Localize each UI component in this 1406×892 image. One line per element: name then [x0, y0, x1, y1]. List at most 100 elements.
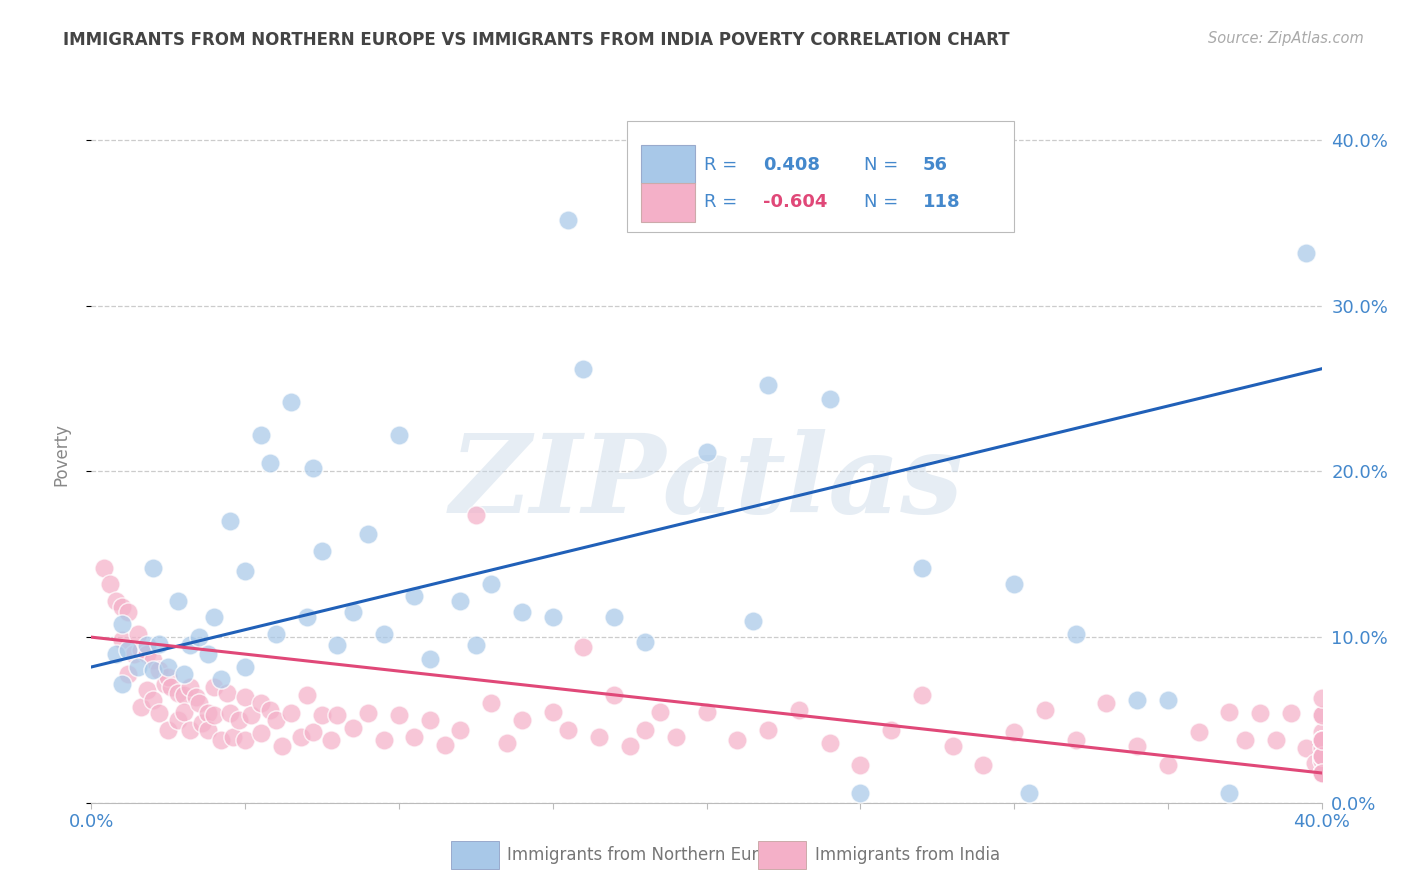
Point: [173, 705, 195, 719]
Point: [404, 589, 426, 603]
Point: [818, 736, 841, 750]
Point: [510, 605, 533, 619]
Point: [218, 514, 240, 528]
FancyBboxPatch shape: [627, 121, 1014, 232]
Point: [111, 633, 134, 648]
Point: [849, 757, 872, 772]
Point: [588, 730, 610, 744]
Point: [1310, 766, 1333, 780]
Point: [1310, 766, 1333, 780]
Point: [404, 730, 426, 744]
Point: [157, 723, 180, 737]
Point: [127, 660, 149, 674]
Point: [135, 683, 157, 698]
Point: [259, 703, 281, 717]
Point: [373, 732, 395, 747]
Point: [1218, 786, 1240, 800]
Point: [259, 456, 281, 470]
Point: [557, 723, 579, 737]
Point: [557, 212, 579, 227]
Point: [142, 663, 165, 677]
Point: [209, 732, 232, 747]
Text: R =: R =: [704, 156, 742, 174]
Point: [541, 705, 564, 719]
Point: [301, 724, 323, 739]
Point: [117, 643, 139, 657]
Point: [911, 688, 934, 702]
Point: [228, 713, 250, 727]
Point: [1249, 706, 1271, 721]
Point: [188, 697, 211, 711]
Point: [280, 706, 302, 721]
Point: [1310, 749, 1333, 764]
Point: [1002, 577, 1025, 591]
Point: [326, 639, 349, 653]
Point: [1264, 732, 1286, 747]
Point: [218, 706, 240, 721]
Point: [1310, 749, 1333, 764]
Point: [249, 697, 271, 711]
Point: [233, 690, 256, 704]
Point: [572, 361, 595, 376]
Point: [1310, 732, 1333, 747]
Point: [972, 757, 994, 772]
Point: [1310, 732, 1333, 747]
Point: [1233, 732, 1256, 747]
Point: [388, 428, 411, 442]
Y-axis label: Poverty: Poverty: [52, 424, 70, 486]
Text: 56: 56: [922, 156, 948, 174]
Point: [184, 690, 207, 704]
Point: [1095, 697, 1118, 711]
Point: [665, 730, 688, 744]
FancyBboxPatch shape: [641, 145, 696, 185]
Point: [321, 732, 343, 747]
Point: [271, 739, 294, 754]
Point: [148, 663, 170, 677]
Point: [233, 732, 256, 747]
Point: [1310, 766, 1333, 780]
Point: [725, 732, 748, 747]
Point: [479, 697, 502, 711]
Point: [603, 688, 626, 702]
Point: [117, 605, 139, 619]
Point: [233, 660, 256, 674]
Point: [818, 392, 841, 406]
Point: [619, 739, 641, 754]
Point: [202, 680, 225, 694]
Point: [495, 736, 517, 750]
Point: [1310, 749, 1333, 764]
Text: 0.408: 0.408: [763, 156, 820, 174]
Text: ZIPatlas: ZIPatlas: [450, 429, 963, 536]
Point: [1310, 708, 1333, 723]
Point: [650, 705, 672, 719]
Point: [233, 564, 256, 578]
Point: [264, 713, 287, 727]
Point: [572, 640, 595, 654]
Point: [449, 723, 471, 737]
Point: [202, 610, 225, 624]
Point: [1126, 693, 1149, 707]
Point: [464, 508, 486, 522]
Point: [129, 699, 152, 714]
Point: [849, 786, 872, 800]
Point: [249, 428, 271, 442]
Point: [135, 647, 157, 661]
Point: [129, 643, 152, 657]
Point: [696, 705, 718, 719]
Point: [142, 693, 165, 707]
Point: [1064, 627, 1087, 641]
Point: [419, 651, 441, 665]
Point: [1064, 732, 1087, 747]
Point: [153, 676, 177, 690]
Text: R =: R =: [704, 194, 742, 211]
Point: [464, 639, 486, 653]
Point: [264, 627, 287, 641]
Point: [479, 577, 502, 591]
Point: [249, 726, 271, 740]
Point: [148, 706, 170, 721]
Point: [1310, 749, 1333, 764]
Point: [388, 708, 411, 723]
FancyBboxPatch shape: [758, 841, 806, 869]
Point: [311, 708, 333, 723]
Point: [166, 686, 188, 700]
